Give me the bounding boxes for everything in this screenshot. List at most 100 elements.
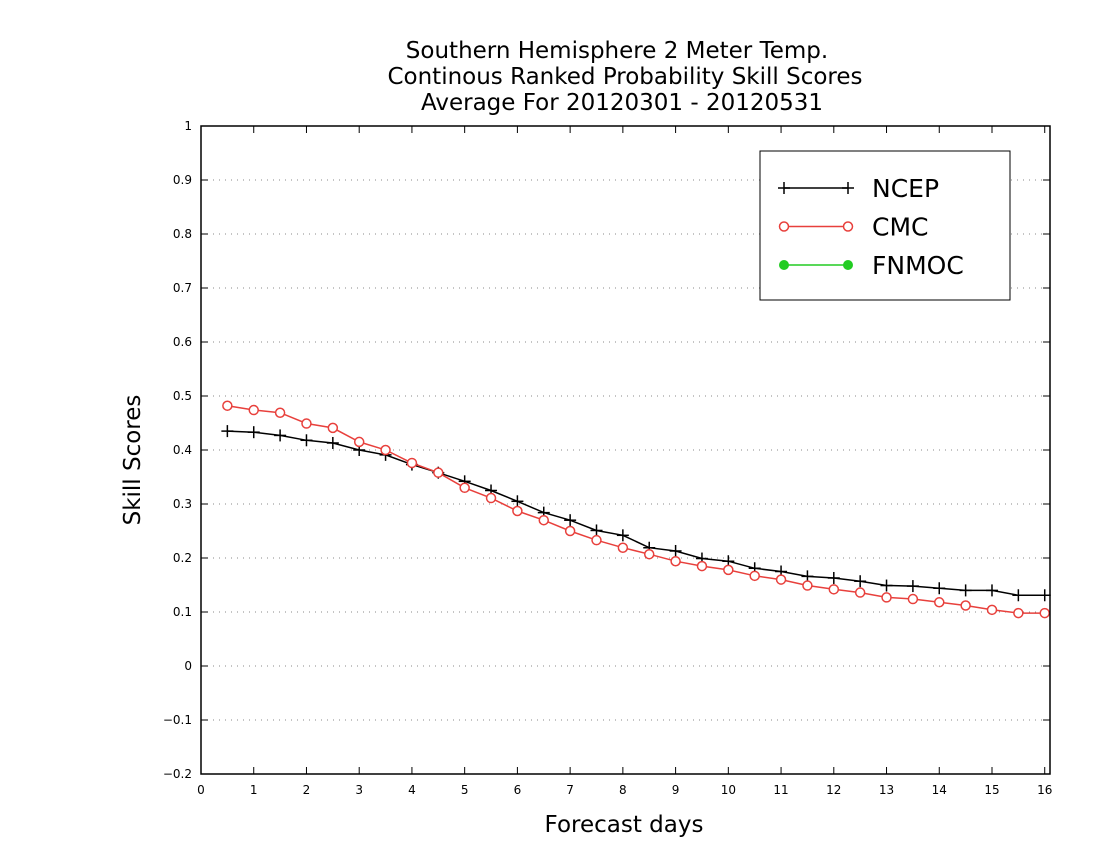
data-point-cmc [327, 422, 339, 434]
data-point-cmc [854, 587, 866, 598]
x-tick-label: 8 [619, 783, 627, 797]
data-point-cmc [907, 593, 919, 605]
legend-marker-cmc [842, 221, 854, 232]
data-point-cmc [433, 467, 444, 478]
data-point-ncep [300, 434, 313, 447]
y-tick-label: 0.2 [173, 551, 192, 565]
plot-frame [200, 125, 1051, 775]
data-point-cmc [274, 407, 286, 418]
data-point-cmc [591, 534, 602, 546]
series-cmc [222, 400, 1050, 619]
data-point-cmc [749, 570, 760, 582]
legend-label-ncep: NCEP [872, 174, 939, 203]
x-tick-label: 7 [566, 783, 574, 797]
data-series [221, 400, 1051, 619]
data-point-ncep [1038, 589, 1051, 602]
data-point-cmc [696, 560, 708, 572]
x-tick-label: 11 [773, 783, 788, 797]
data-point-cmc [1013, 607, 1024, 619]
x-tick-label: 15 [984, 783, 999, 797]
data-point-cmc [960, 600, 971, 611]
data-point-ncep [669, 544, 682, 557]
x-axis-label: Forecast days [545, 812, 704, 838]
y-axis-label: Skill Scores [120, 395, 146, 526]
series-line-cmc [227, 404, 1045, 614]
data-point-cmc [301, 418, 312, 429]
data-point-ncep [1012, 589, 1025, 602]
data-point-cmc [353, 436, 365, 448]
data-point-ncep [880, 579, 893, 592]
data-point-cmc [775, 574, 787, 585]
x-tick-label: 2 [303, 783, 311, 797]
title-line-3: Average For 20120301 - 20120531 [421, 90, 823, 116]
data-point-cmc [643, 548, 655, 560]
data-point-ncep [616, 529, 629, 542]
legend-marker-fnmoc [779, 260, 789, 270]
y-tick-label: 0.4 [173, 443, 192, 457]
x-tick-label: 4 [408, 783, 416, 797]
chart-title: Southern Hemisphere 2 Meter Temp. Contin… [387, 38, 862, 116]
y-tick-label: 0.9 [173, 173, 192, 187]
x-tick-label: 6 [514, 783, 522, 797]
x-tick-label: 13 [879, 783, 894, 797]
y-tick-label: 0.6 [173, 335, 192, 349]
y-axis-ticks: −0.2 −0.1 0 0.1 0.2 0.3 0.4 0.5 0.6 0.7 0.8 0.9 1 [163, 119, 1050, 781]
x-tick-label: 10 [721, 783, 736, 797]
data-point-ncep [985, 584, 998, 597]
data-point-ncep [854, 575, 867, 588]
y-tick-label: 0.1 [173, 605, 192, 619]
y-tick-label: 0.5 [173, 389, 192, 403]
y-tick-label: 0.7 [173, 281, 192, 295]
y-tick-label: 0.3 [173, 497, 192, 511]
data-point-cmc [564, 525, 576, 537]
data-point-cmc [380, 444, 391, 456]
data-point-cmc [617, 542, 629, 553]
y-tick-label: 0.8 [173, 227, 192, 241]
data-point-ncep [590, 524, 603, 537]
data-point-ncep [959, 584, 972, 597]
x-axis-ticks: 0 1 2 3 4 5 6 7 8 9 10 11 12 13 14 15 16 [197, 126, 1052, 797]
legend-box [759, 150, 1011, 301]
x-tick-label: 12 [826, 783, 841, 797]
data-point-ncep [274, 429, 287, 442]
data-point-cmc [934, 597, 945, 608]
series-line-ncep [227, 430, 1045, 597]
x-tick-label: 9 [672, 783, 680, 797]
data-point-ncep [906, 580, 919, 593]
x-tick-label: 5 [461, 783, 469, 797]
data-point-ncep [221, 425, 234, 438]
data-point-cmc [1039, 607, 1050, 619]
x-tick-label: 0 [197, 783, 205, 797]
data-point-cmc [222, 400, 233, 411]
data-point-ncep [933, 582, 946, 595]
y-tick-label: 0 [184, 659, 192, 673]
data-point-cmc [881, 592, 892, 603]
series-ncep [221, 425, 1051, 602]
legend-label-fnmoc: FNMOC [872, 251, 964, 280]
legend-marker-ncep [778, 182, 790, 194]
legend-label-cmc: CMC [872, 213, 928, 242]
data-point-cmc [512, 505, 523, 517]
data-point-cmc [986, 604, 998, 616]
data-point-cmc [538, 514, 550, 526]
data-point-cmc [802, 580, 813, 591]
data-point-cmc [406, 457, 418, 469]
y-tick-label: 1 [184, 119, 192, 133]
y-tick-label: −0.2 [163, 767, 192, 781]
data-point-cmc [828, 584, 840, 595]
y-tick-label: −0.1 [163, 713, 192, 727]
legend-marker-fnmoc [843, 260, 853, 270]
data-point-cmc [248, 404, 259, 416]
x-tick-label: 14 [932, 783, 947, 797]
data-point-ncep [827, 571, 840, 584]
data-point-cmc [670, 555, 681, 567]
data-point-ncep [511, 495, 524, 508]
data-point-ncep [247, 426, 260, 439]
title-line-2: Continous Ranked Probability Skill Score… [387, 64, 862, 90]
data-point-cmc [459, 482, 470, 494]
legend: NCEP CMC FNMOC [759, 150, 1011, 301]
data-point-cmc [723, 564, 734, 576]
legend-marker-cmc [778, 221, 790, 232]
x-tick-label: 1 [250, 783, 258, 797]
legend-marker-ncep [842, 182, 854, 194]
